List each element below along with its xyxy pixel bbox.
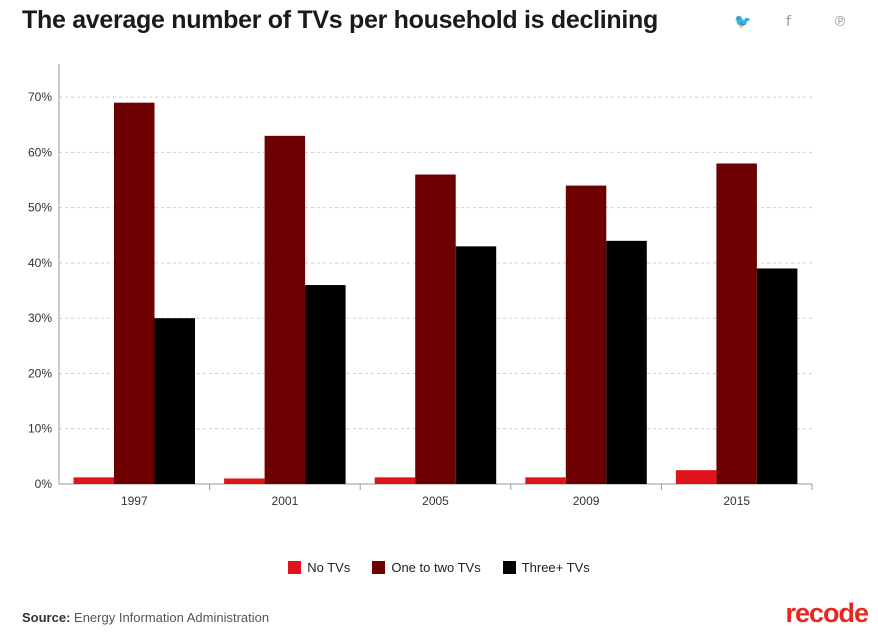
bar bbox=[73, 477, 114, 484]
bar bbox=[565, 185, 607, 484]
x-tick-label: 2015 bbox=[723, 494, 750, 508]
legend-item-no-tvs: No TVs bbox=[288, 560, 350, 575]
chart-title: The average number of TVs per household … bbox=[22, 6, 658, 34]
legend-label-no-tvs: No TVs bbox=[307, 560, 351, 575]
legend-swatch-no-tvs bbox=[288, 561, 302, 574]
legend: No TVs One to two TVs Three+ TVs bbox=[0, 560, 878, 575]
y-tick-label: 0% bbox=[35, 477, 53, 491]
bar bbox=[606, 240, 647, 484]
y-tick-label: 30% bbox=[28, 311, 52, 325]
y-tick-label: 50% bbox=[28, 201, 52, 215]
bar bbox=[154, 318, 195, 484]
bar-chart: 0% 10% 20% 30% 40% 50% 60% 70% 1997 2001 2005 2009 2… bbox=[28, 64, 813, 508]
twitter-icon[interactable]: 🐦 bbox=[734, 14, 752, 30]
bar bbox=[415, 174, 456, 485]
legend-item-one-to-two-tvs: One to two TVs bbox=[372, 560, 481, 575]
source-note: Source: Energy Information Administratio… bbox=[22, 610, 269, 625]
legend-item-three-plus-tvs: Three+ TVs bbox=[502, 560, 590, 575]
recode-logo[interactable]: recode bbox=[785, 598, 869, 628]
x-tick-label: 2001 bbox=[272, 494, 299, 508]
x-tick-label: 2005 bbox=[422, 494, 449, 508]
facebook-icon[interactable]: f bbox=[786, 14, 791, 30]
legend-label-one-to-two-tvs: One to two TVs bbox=[391, 560, 481, 575]
bar bbox=[675, 470, 717, 484]
bar bbox=[264, 135, 306, 484]
bar bbox=[525, 477, 566, 484]
bar bbox=[716, 163, 757, 484]
y-tick-label: 60% bbox=[28, 145, 52, 159]
bar bbox=[114, 102, 155, 485]
x-tick-label: 2009 bbox=[573, 494, 600, 508]
bar bbox=[224, 478, 265, 484]
bar bbox=[756, 268, 798, 484]
pinterest-icon[interactable]: ℗ bbox=[833, 14, 847, 30]
y-tick-label: 20% bbox=[28, 366, 52, 380]
bar bbox=[305, 285, 346, 484]
legend-swatch-one-to-two-tvs bbox=[372, 561, 386, 574]
legend-swatch-three-plus-tvs bbox=[502, 561, 516, 574]
y-tick-label: 10% bbox=[28, 422, 52, 436]
x-tick-label: 1997 bbox=[121, 494, 148, 508]
y-tick-label: 70% bbox=[28, 90, 52, 104]
source-label: Source: bbox=[22, 610, 71, 625]
source-text: Energy Information Administration bbox=[74, 610, 270, 625]
bar bbox=[374, 477, 416, 484]
y-tick-label: 40% bbox=[28, 256, 52, 270]
legend-label-three-plus-tvs: Three+ TVs bbox=[521, 560, 590, 575]
bar bbox=[455, 246, 497, 484]
